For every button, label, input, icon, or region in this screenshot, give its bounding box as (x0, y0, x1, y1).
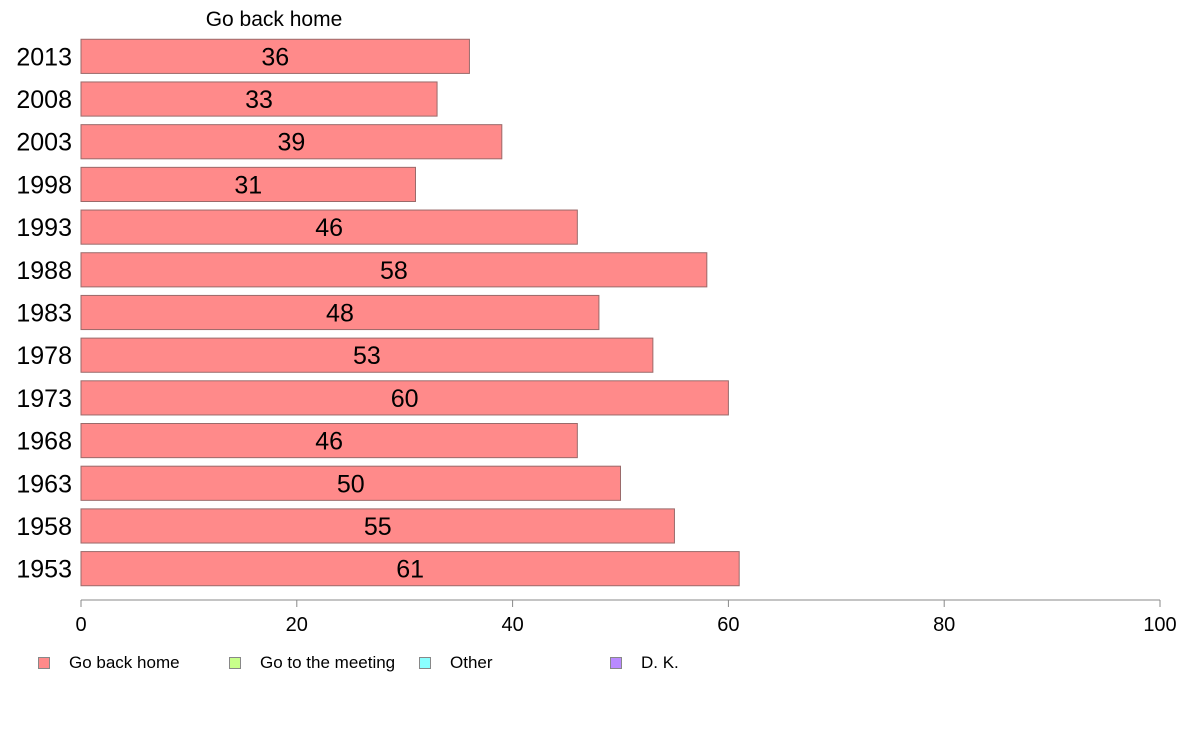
bar-value-label-1978: 53 (353, 342, 381, 370)
bar-chart: Go back home 36 2013 33 2008 39 2003 31 1998 46 1… (16, 8, 1177, 636)
bar-value-label-1953: 61 (396, 556, 424, 584)
legend-swatch-dk (610, 657, 622, 669)
bars-layer: 36 2013 33 2008 39 2003 31 1998 46 1993 58 1988 48 19… (16, 38, 740, 587)
bar-1998 (80, 166, 416, 203)
bar-value-label-2013: 36 (261, 43, 289, 71)
legend-item-go-back-home: Go back home (38, 652, 180, 674)
x-tick-label-80: 80 (933, 614, 955, 636)
bar-value-label-1973: 60 (391, 385, 419, 413)
legend-item-go-to-the-meeting: Go to the meeting (229, 652, 395, 674)
legend-item-other: Other (419, 652, 493, 674)
bar-2008 (80, 81, 438, 117)
category-label-2003: 2003 (16, 129, 72, 157)
bar-value-label-2003: 39 (277, 129, 305, 157)
category-label-1998: 1998 (16, 171, 72, 199)
legend-swatch-go-back-home (38, 657, 50, 669)
category-label-1973: 1973 (16, 385, 72, 413)
x-tick-label-0: 0 (75, 614, 86, 636)
bar-1983 (80, 294, 600, 331)
category-label-1978: 1978 (16, 342, 72, 370)
x-tick-label-40: 40 (501, 614, 523, 636)
bar-value-label-1998: 31 (234, 171, 262, 199)
bar-value-label-1988: 58 (380, 257, 408, 285)
x-axis: 0 20 40 60 80 100 (75, 599, 1177, 636)
category-label-1963: 1963 (16, 470, 72, 498)
bar-value-label-1963: 50 (337, 470, 365, 498)
legend-swatch-go-to-the-meeting (229, 657, 241, 669)
legend-label-other: Other (450, 653, 493, 672)
bar-1958 (80, 508, 675, 544)
bar-1993 (80, 209, 578, 245)
x-tick-label-100: 100 (1143, 614, 1176, 636)
category-label-1983: 1983 (16, 300, 72, 328)
bar-2003 (80, 124, 503, 160)
bar-1953 (80, 551, 740, 587)
legend-label-go-back-home: Go back home (69, 653, 180, 672)
bar-2013 (80, 38, 470, 74)
bar-1973 (80, 380, 729, 416)
legend-label-dk: D. K. (641, 653, 679, 672)
bar-1968 (80, 423, 578, 459)
category-label-1953: 1953 (16, 556, 72, 584)
x-tick-label-60: 60 (717, 614, 739, 636)
legend-swatch-other (419, 657, 431, 669)
legend-label-go-to-the-meeting: Go to the meeting (260, 653, 396, 672)
bar-1978 (80, 337, 654, 373)
bar-1988 (80, 252, 708, 288)
bar-value-label-1983: 48 (326, 300, 354, 328)
bar-value-label-1958: 55 (364, 513, 392, 541)
bar-value-label-1968: 46 (315, 428, 343, 456)
chart-title: Go back home (206, 8, 343, 31)
category-label-1958: 1958 (16, 513, 72, 541)
bar-value-label-1993: 46 (315, 214, 343, 242)
legend: Go back home Go to the meeting Other D. … (38, 652, 1138, 674)
category-label-1968: 1968 (16, 428, 72, 456)
x-tick-label-20: 20 (286, 614, 308, 636)
category-label-1988: 1988 (16, 257, 72, 285)
bar-value-label-2008: 33 (245, 86, 273, 114)
category-label-2013: 2013 (16, 43, 72, 71)
category-label-2008: 2008 (16, 86, 72, 114)
category-label-1993: 1993 (16, 214, 72, 242)
bar-1963 (80, 465, 621, 501)
legend-item-dk: D. K. (610, 652, 679, 674)
